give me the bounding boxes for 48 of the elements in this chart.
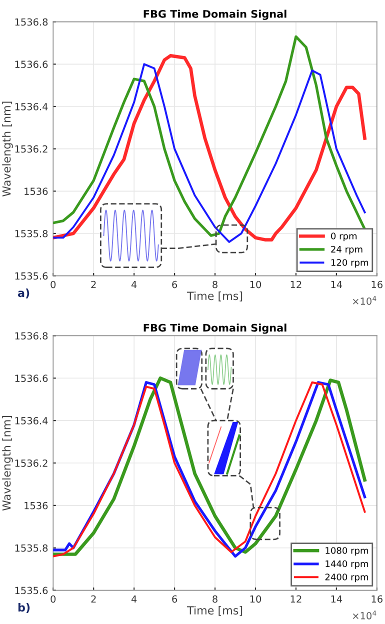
legend-label: 1080 rpm xyxy=(326,547,368,556)
x-axis-title: Time [ms] xyxy=(186,291,242,302)
x-tick-label: 6 xyxy=(172,280,178,288)
x-tick-label: 14 xyxy=(331,595,342,603)
text: b) xyxy=(18,603,30,613)
legend-label: 24 rpm xyxy=(331,246,362,254)
x-tick-label: 10 xyxy=(250,280,262,288)
chart-title: FBG Time Domain Signal xyxy=(144,324,286,334)
y-tick-label: 1535.8 xyxy=(15,544,48,552)
x-tick-label: 4 xyxy=(131,280,137,288)
x-tick-label: 0 xyxy=(50,595,56,603)
y-tick-label: 1536 xyxy=(24,502,48,510)
y-tick-label: 1536.4 xyxy=(15,102,48,110)
y-tick-label: 1536.2 xyxy=(15,459,48,467)
y-tick-label: 1535.6 xyxy=(15,586,48,594)
y-tick-label: 1536.2 xyxy=(15,145,48,153)
x-tick-label: 2 xyxy=(91,280,96,288)
y-tick-label: 1536.4 xyxy=(15,417,48,424)
chart-title: FBG Time Domain Signal xyxy=(144,10,286,20)
y-tick-label: 1536.8 xyxy=(15,18,48,26)
x-tick-label: 0 xyxy=(50,280,56,288)
y-tick-label: 1536.6 xyxy=(15,60,48,68)
y-tick-label: 1536.8 xyxy=(15,332,48,340)
y-axis-title: Wavelength [nm] xyxy=(2,416,13,511)
x-tick-label: 2 xyxy=(91,595,96,603)
x-tick-label: 12 xyxy=(290,280,302,288)
x-tick-label: 8 xyxy=(212,595,218,603)
legend-label: 1440 rpm xyxy=(326,560,368,569)
x-axis-title: Time [ms] xyxy=(186,606,242,616)
y-tick-label: 1536.6 xyxy=(15,374,48,382)
x-tick-label: 10 xyxy=(250,595,262,603)
legend-label: 0 rpm xyxy=(331,232,357,242)
x-tick-label: 4 xyxy=(131,595,137,603)
x-tick-label: 6 xyxy=(172,595,178,603)
legend-label: 2400 rpm xyxy=(325,574,368,582)
x-tick-label: 12 xyxy=(290,595,302,603)
x-tick-label: 8 xyxy=(212,280,218,288)
y-tick-label: 1536 xyxy=(24,188,48,195)
text: a) xyxy=(18,288,30,298)
y-axis-title: Wavelength [nm] xyxy=(2,102,13,196)
text: ×10$^{4}$ xyxy=(352,296,376,305)
x-tick-label: 16 xyxy=(372,280,382,288)
legend-label: 120 rpm xyxy=(331,259,368,268)
x-tick-label: 16 xyxy=(372,595,382,603)
y-tick-label: 1535.8 xyxy=(15,230,48,238)
x-tick-label: 14 xyxy=(331,280,342,288)
y-tick-label: 1535.6 xyxy=(15,272,48,280)
text: ×10$^{4}$ xyxy=(352,610,376,620)
